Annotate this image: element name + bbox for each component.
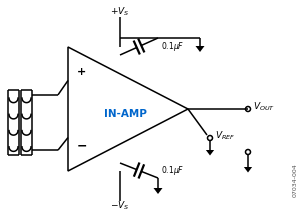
Polygon shape xyxy=(244,167,252,172)
Text: $V_{REF}$: $V_{REF}$ xyxy=(215,130,235,142)
Polygon shape xyxy=(154,188,163,194)
Text: $+V_S$: $+V_S$ xyxy=(110,6,130,18)
Text: $V_{OUT}$: $V_{OUT}$ xyxy=(253,101,275,113)
Text: $0.1\mu F$: $0.1\mu F$ xyxy=(161,164,185,177)
Text: IN-AMP: IN-AMP xyxy=(104,109,147,119)
Text: 07034-004: 07034-004 xyxy=(293,163,297,197)
Text: +: + xyxy=(77,67,87,77)
Text: $0.1\mu F$: $0.1\mu F$ xyxy=(161,40,185,53)
Text: $-V_S$: $-V_S$ xyxy=(110,200,130,212)
Polygon shape xyxy=(196,46,204,52)
Text: −: − xyxy=(77,140,87,153)
Polygon shape xyxy=(206,150,214,155)
